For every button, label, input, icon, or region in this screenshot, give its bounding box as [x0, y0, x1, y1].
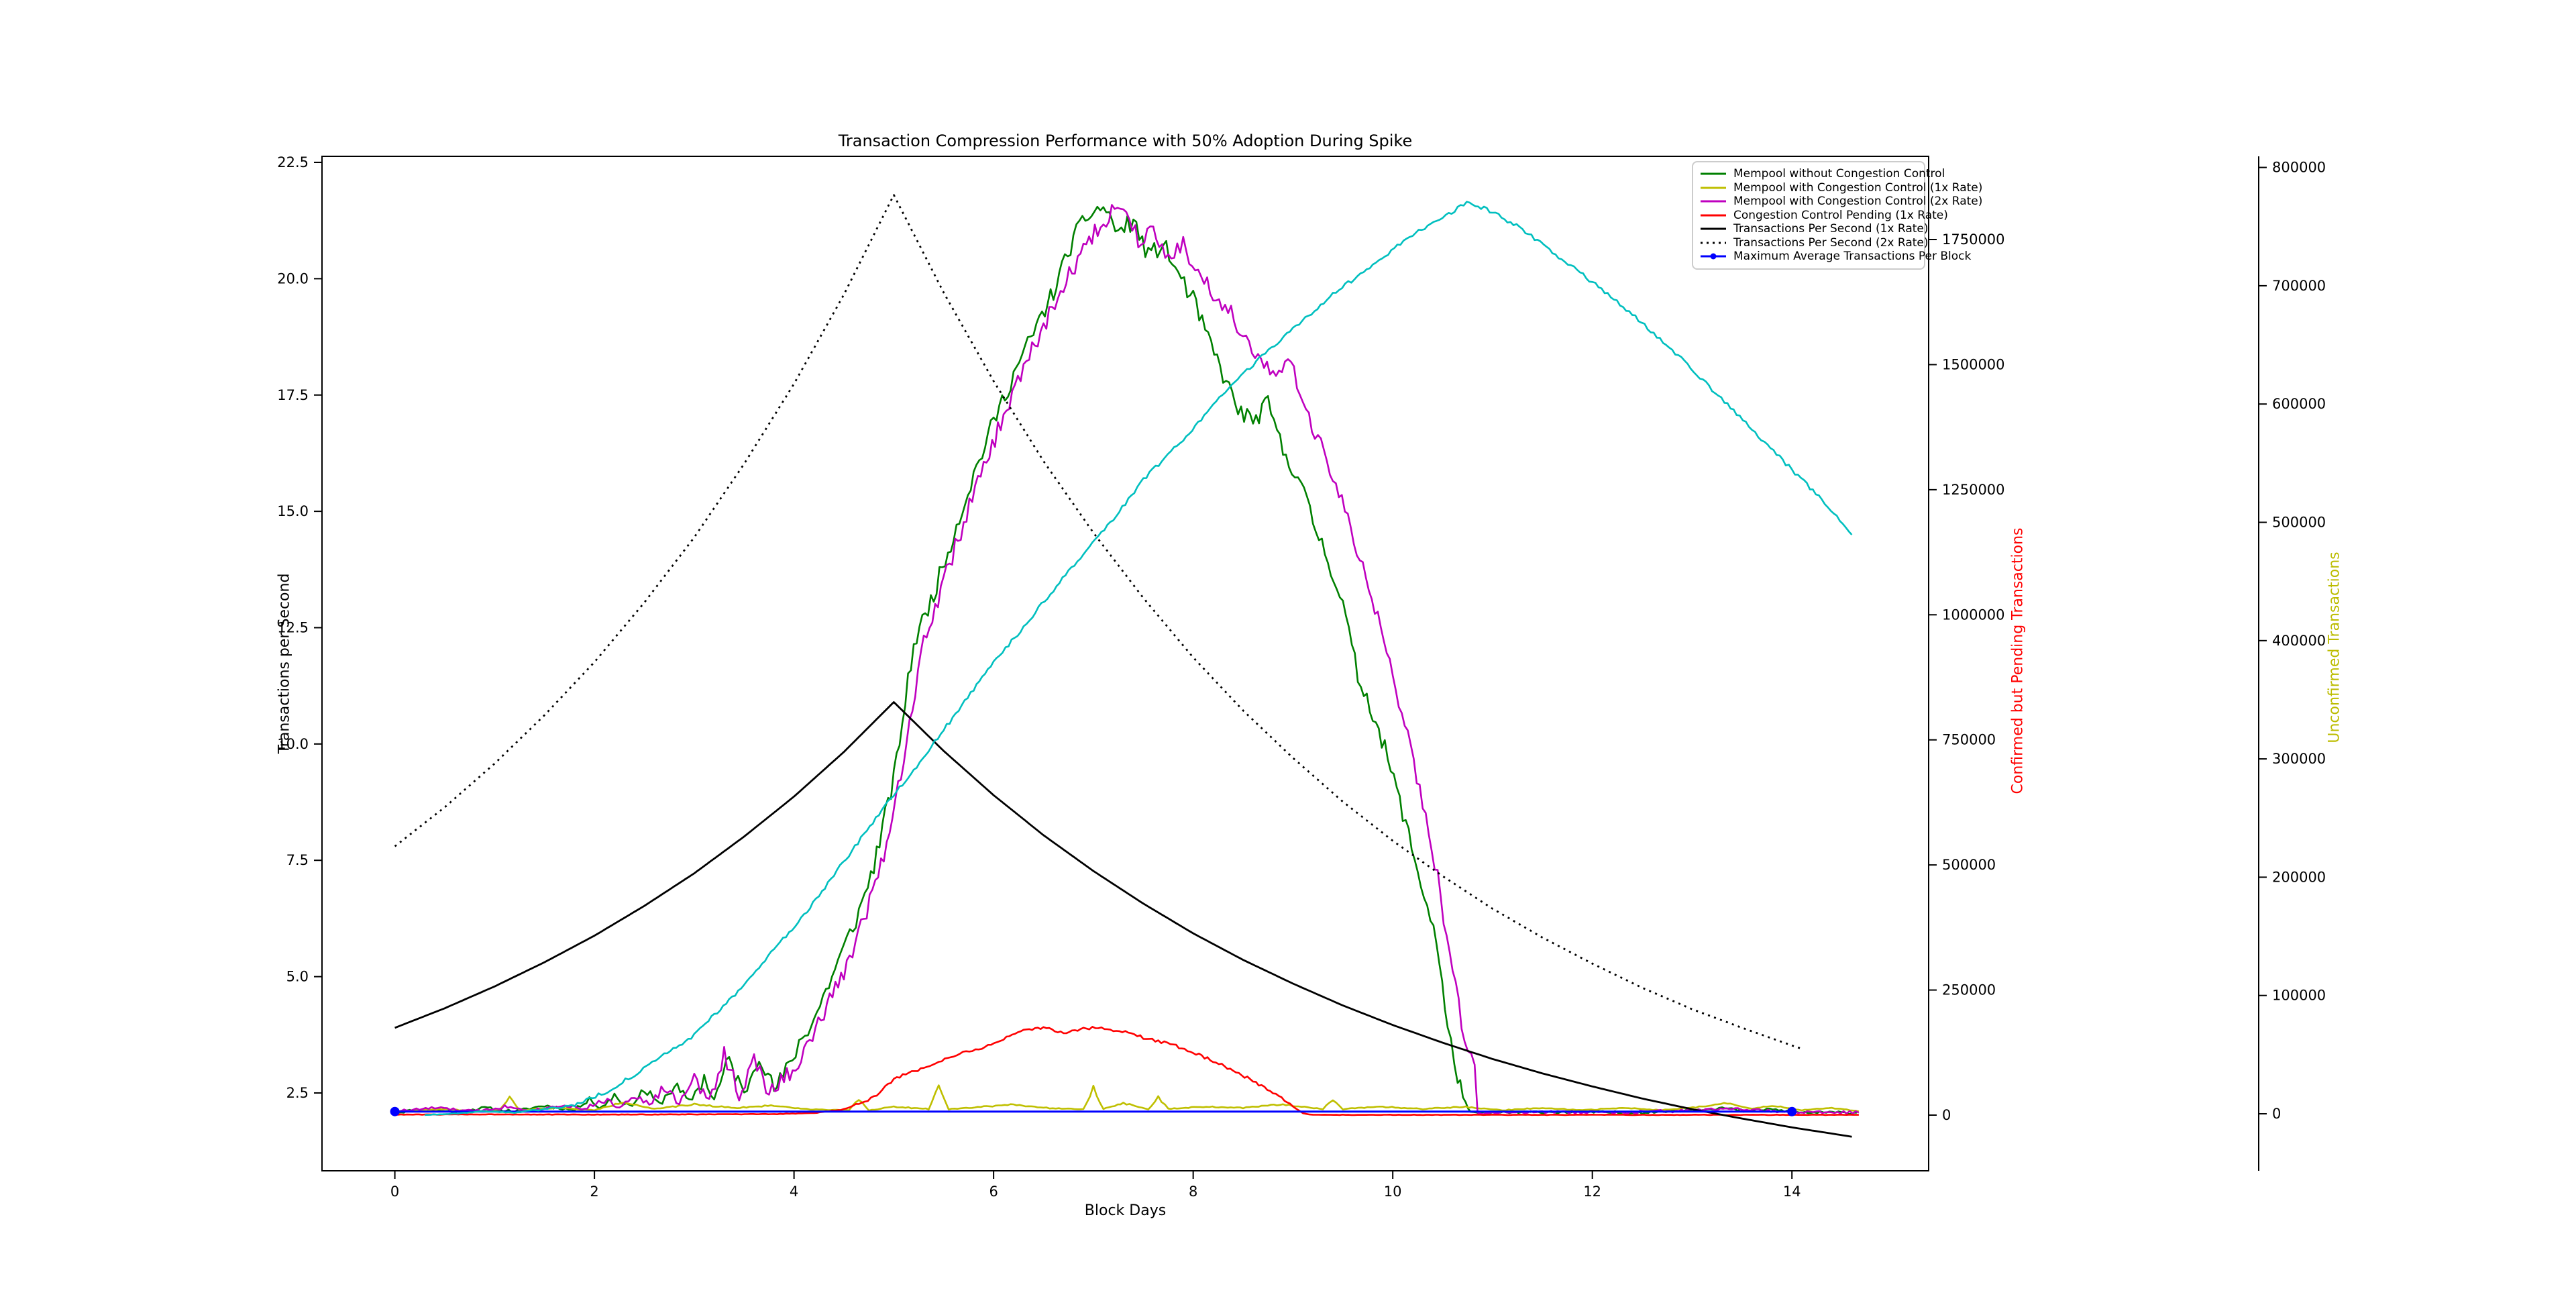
legend-line-sample	[1701, 200, 1726, 203]
plot-frame	[321, 156, 1929, 1171]
pending-tick-label: 1000000	[1942, 607, 2005, 623]
legend-label: Mempool with Congestion Control (1x Rate…	[1733, 180, 1983, 195]
legend-line-sample	[1701, 227, 1726, 230]
legend-line-sample	[1701, 253, 1726, 260]
legend-item: Transactions Per Second (1x Rate)	[1700, 222, 1929, 236]
unconfirmed-tick-label: 500000	[2272, 514, 2326, 530]
legend-item: Congestion Control Pending (1x Rate)	[1700, 209, 1948, 223]
series-marker	[390, 1106, 400, 1116]
left-tick-label: 22.5	[277, 154, 309, 170]
unconfirmed-tick-label: 0	[2272, 1106, 2281, 1122]
unconfirmed-tick-label: 100000	[2272, 988, 2326, 1004]
legend-line-sample	[1701, 242, 1726, 244]
x-tick-label: 12	[1583, 1184, 1601, 1200]
pending-axis-label: Confirmed but Pending Transactions	[2009, 527, 2027, 794]
x-axis-label: Block Days	[1084, 1202, 1167, 1219]
x-tick-label: 8	[1189, 1184, 1197, 1200]
series-unlabeled-cyan	[425, 201, 1853, 1116]
legend-line-sample	[1701, 187, 1726, 189]
unconfirmed-tick-label: 300000	[2272, 751, 2326, 767]
left-axis-label: Transactions per Second	[276, 573, 293, 754]
pending-tick-label: 250000	[1942, 982, 1996, 998]
chart-title: Transaction Compression Performance with…	[838, 132, 1413, 150]
legend-line-sample	[1701, 172, 1726, 175]
legend-item: Mempool with Congestion Control (2x Rate…	[1700, 195, 1982, 209]
series-transactions-per-second-2x-rate	[394, 194, 1803, 1050]
left-tick-label: 15.0	[277, 503, 309, 519]
pending-tick-label: 1750000	[1942, 231, 2005, 248]
legend-label: Transactions Per Second (2x Rate)	[1733, 236, 1929, 250]
left-tick-label: 2.5	[286, 1085, 309, 1101]
legend-item: Maximum Average Transactions Per Block	[1700, 250, 1971, 264]
unconfirmed-tick-label: 700000	[2272, 278, 2326, 294]
series-group	[390, 194, 1860, 1138]
legend-line-sample	[1701, 214, 1726, 217]
left-tick-label: 17.5	[277, 387, 309, 403]
unconfirmed-tick-label: 600000	[2272, 396, 2326, 412]
x-tick-label: 10	[1384, 1184, 1402, 1200]
left-tick-label: 10.0	[277, 736, 309, 752]
legend-item: Transactions Per Second (2x Rate)	[1700, 236, 1929, 250]
legend-item: Mempool with Congestion Control (1x Rate…	[1700, 181, 1982, 195]
pending-tick-label: 0	[1942, 1107, 1951, 1123]
pending-tick-label: 1250000	[1942, 482, 2005, 498]
left-tick-label: 7.5	[286, 852, 309, 868]
unconfirmed-tick-label: 800000	[2272, 160, 2326, 176]
legend-label: Maximum Average Transactions Per Block	[1733, 250, 1972, 264]
left-tick-label: 20.0	[277, 270, 309, 286]
legend-label: Mempool with Congestion Control (2x Rate…	[1733, 195, 1983, 209]
legend-label: Congestion Control Pending (1x Rate)	[1733, 208, 1948, 222]
series-transactions-per-second-1x-rate	[394, 701, 1852, 1138]
series-mempool-without-congestion-control	[394, 205, 1857, 1115]
legend-label: Mempool without Congestion Control	[1733, 167, 1945, 181]
series-mempool-with-congestion-control-2x-rate	[394, 204, 1860, 1115]
left-tick-label: 5.0	[286, 969, 309, 985]
x-tick-label: 2	[590, 1184, 598, 1200]
x-tick-label: 0	[390, 1184, 399, 1200]
x-tick-label: 6	[989, 1184, 998, 1200]
series-marker	[1787, 1106, 1797, 1116]
x-tick-label: 14	[1783, 1184, 1801, 1200]
series-congestion-control-pending-1x-rate	[394, 1026, 1859, 1116]
legend: Mempool without Congestion Control Mempoo…	[1692, 161, 1982, 270]
pending-tick-label: 500000	[1942, 857, 1996, 873]
pending-tick-label: 1500000	[1942, 356, 2005, 372]
legend-item: Mempool without Congestion Control	[1700, 167, 1945, 181]
unconfirmed-tick-label: 400000	[2272, 633, 2326, 649]
left-tick-label: 12.5	[277, 619, 309, 635]
series-mempool-with-congestion-control-1x-rate	[394, 1084, 1860, 1113]
unconfirmed-axis-label: Unconfirmed Transactions	[2326, 552, 2343, 743]
legend-label: Transactions Per Second (1x Rate)	[1733, 222, 1929, 236]
unconfirmed-tick-label: 200000	[2272, 869, 2326, 885]
x-tick-label: 4	[790, 1184, 798, 1200]
pending-tick-label: 750000	[1942, 732, 1996, 748]
